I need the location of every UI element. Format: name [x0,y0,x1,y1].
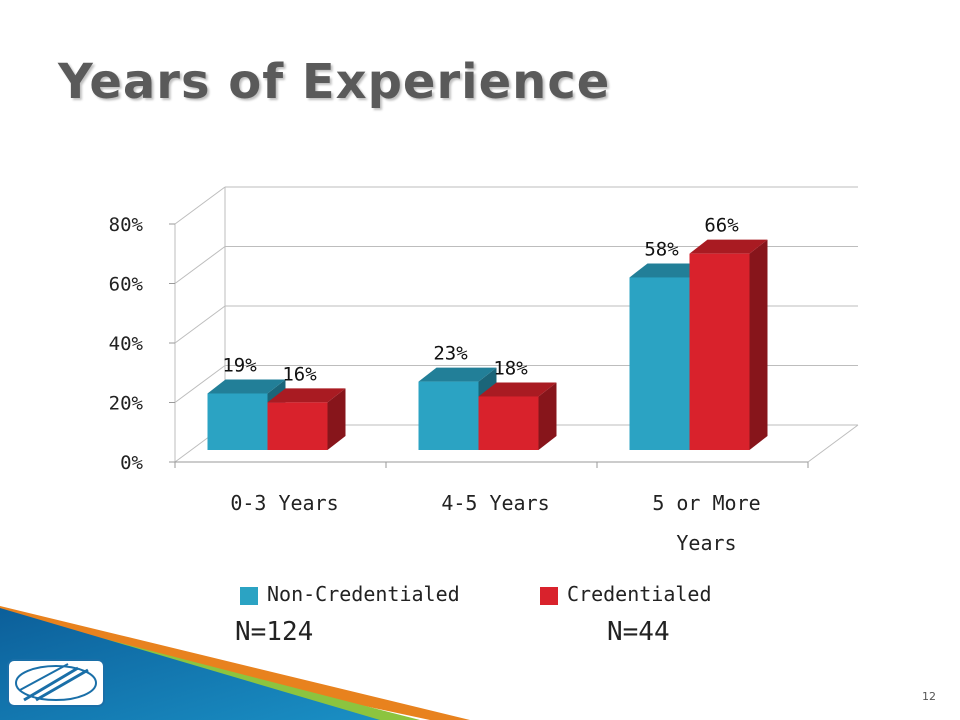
legend-item-credentialed: Credentialed [540,582,712,606]
x-category-label: 5 or More Years [652,491,760,555]
legend-label: Non-Credentialed [267,582,460,606]
corner-swoosh-orange [0,606,470,720]
floor-edge-right [807,424,859,463]
chart-labels: 0% 20% 40% 60% 80% 19% 16% 0-3 Years 23% 18% 4-5 Y… [109,214,761,555]
x-category-label: 0-3 Years [230,491,338,515]
slide-title: Years of Experience [58,54,611,110]
data-label: 66% [704,215,739,237]
bar-credentialed-3 [689,239,768,450]
bar-credentialed-1 [267,388,346,450]
legend-swatch [240,587,258,605]
page-number: 12 [922,690,936,703]
legend-swatch [540,587,558,605]
y-tick-label: 0% [120,452,143,474]
y-tick-label: 80% [109,214,144,236]
y-tick-label: 20% [109,393,144,415]
data-label: 23% [433,343,468,365]
chart-legend: Non-Credentialed Credentialed [240,582,712,606]
data-label: 18% [493,357,528,379]
y-tick-label: 40% [109,333,144,355]
gridline-side [174,365,226,403]
chart-axes [169,187,859,468]
bar-credentialed-2 [478,382,557,450]
data-label: 16% [282,363,317,385]
legend-item-non-credentialed: Non-Credentialed [240,582,460,606]
logo-icon [7,659,105,707]
x-category-label: 4-5 Years [441,491,549,515]
data-label: 19% [222,354,257,376]
chart-bars [207,239,768,450]
n-credentialed: N=44 [607,617,670,647]
y-tick-label: 60% [109,274,144,296]
legend-label: Credentialed [567,582,712,606]
gridline-side [174,186,226,225]
gridline-side [174,305,226,344]
n-non-credentialed: N=124 [235,617,314,647]
gridline-side [174,246,226,284]
data-label: 58% [644,238,679,260]
